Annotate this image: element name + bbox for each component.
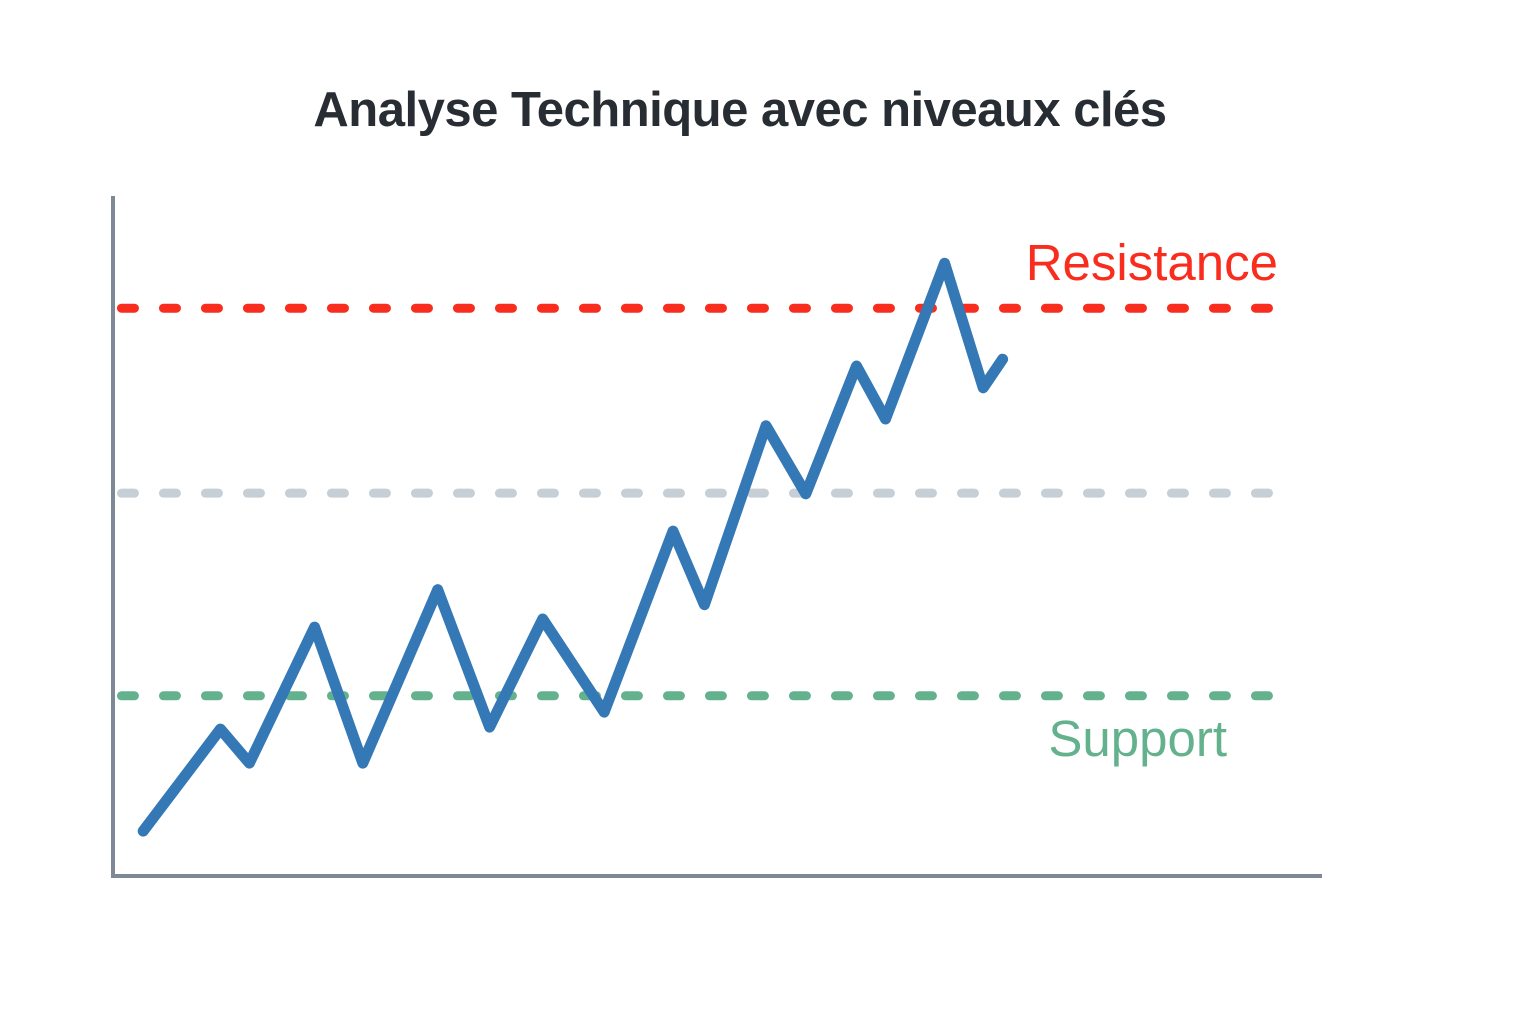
- chart-title: Analyse Technique avec niveaux clés: [313, 83, 1167, 137]
- support-level-label: Support: [1048, 710, 1227, 767]
- prix-line: [137, 257, 1009, 837]
- resistance-level-label: Resistance: [1025, 234, 1278, 291]
